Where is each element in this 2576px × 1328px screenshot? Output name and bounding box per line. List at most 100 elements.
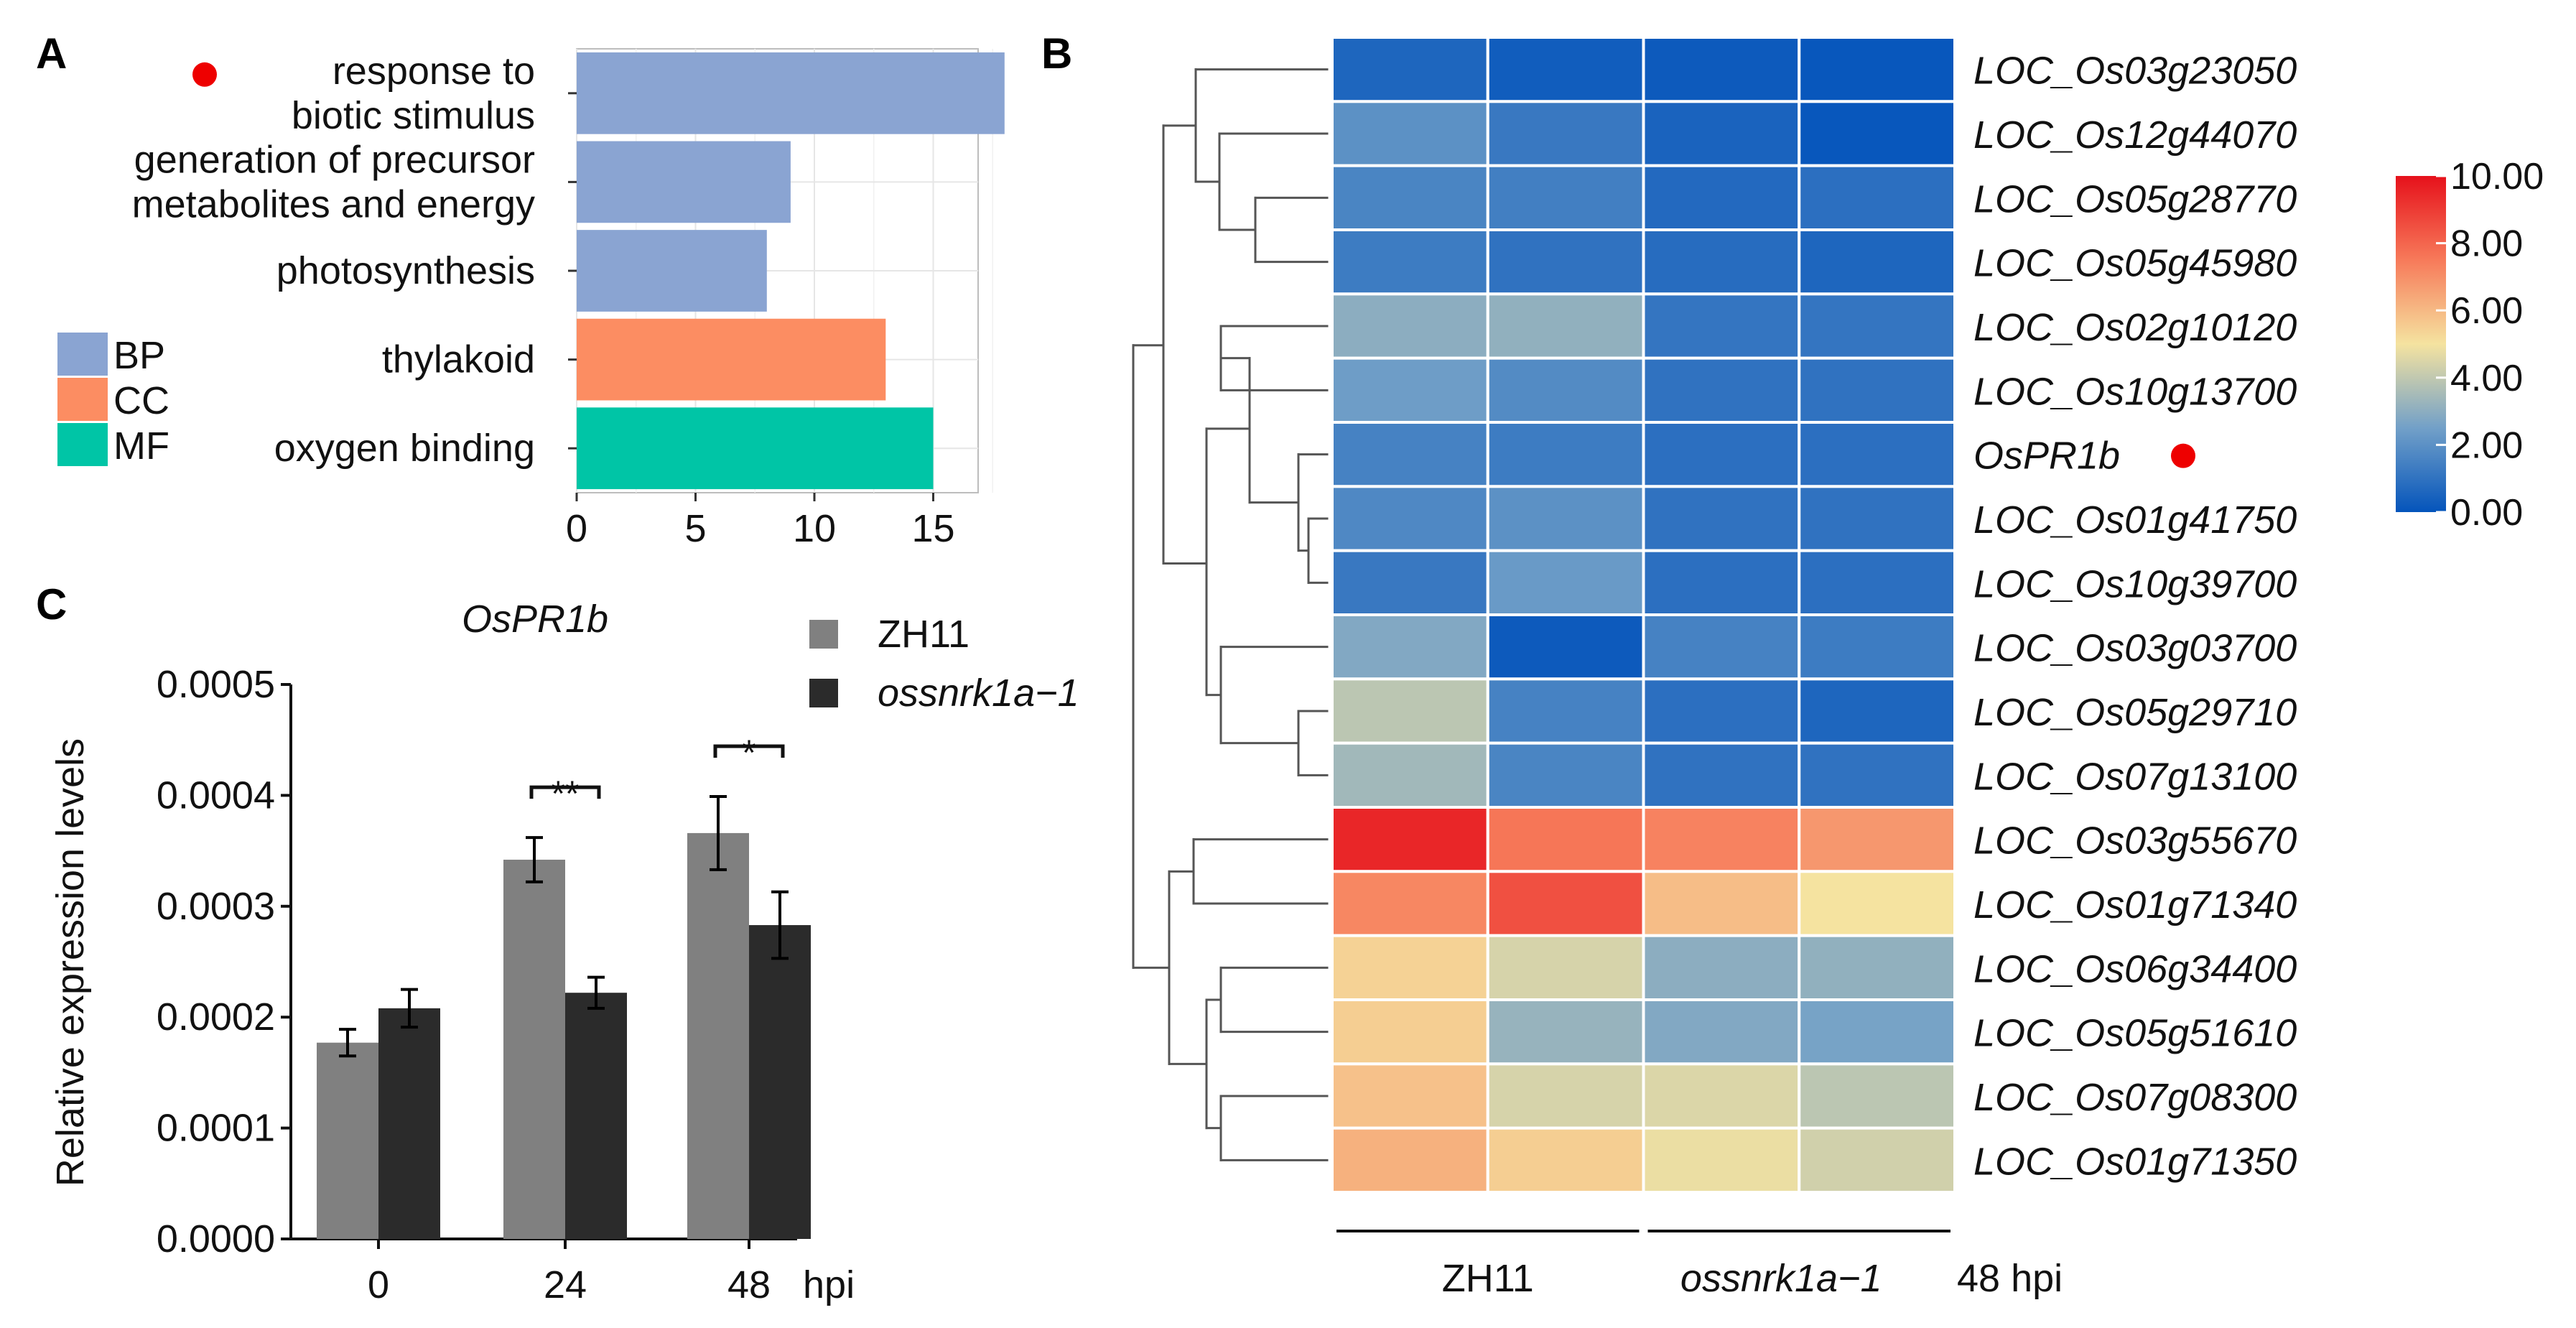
panel-c-bar: [565, 993, 627, 1239]
panel-c-ytick-label: 0.0002: [157, 995, 275, 1039]
panel-b-heatmap-cell: [1486, 100, 1645, 167]
panel-b-heatmap-cell: [1642, 164, 1801, 232]
panel-b-heatmap-cell: [1486, 485, 1645, 552]
panel-b-heatmap-cell: [1798, 613, 1956, 681]
panel-b-group-label: ZH11: [1442, 1257, 1534, 1300]
panel-b-heatmap-cell: [1331, 741, 1489, 809]
panel-b-heatmap-cell: [1642, 356, 1801, 424]
panel-b-row-label: LOC_Os05g45980: [1973, 242, 2297, 285]
panel-b-heatmap-cell: [1798, 998, 1956, 1066]
panel-c-bar: [749, 925, 811, 1239]
panel-b-row-label: LOC_Os05g29710: [1973, 691, 2297, 734]
panel-b-heatmap-cell: [1486, 164, 1645, 232]
panel-b-heatmap-cell: [1642, 485, 1801, 552]
panel-b-colorbar: [2396, 176, 2446, 512]
panel-c-ytick-label: 0.0004: [157, 774, 275, 817]
panel-a-category-label-line: response to: [333, 50, 535, 93]
panel-b-heatmap-cell: [1798, 100, 1956, 167]
panel-b-heatmap-cell: [1642, 613, 1801, 681]
panel-b-heatmap-cell: [1798, 421, 1956, 488]
panel-b-heatmap-cell: [1486, 934, 1645, 1001]
panel-b-row-label: LOC_Os07g13100: [1973, 755, 2297, 798]
panel-a-category-label: generation of precursor metabolites and e…: [132, 138, 535, 226]
panel-a-category-label-line: photosynthesis: [276, 249, 535, 292]
panel-b-heatmap-cell: [1331, 1126, 1489, 1194]
panel-a-legend-swatch: [57, 333, 108, 376]
panel-b-heatmap-cell: [1798, 1126, 1956, 1194]
panel-b-heatmap-cell: [1331, 100, 1489, 167]
panel-b-colorbar-tick-label: 0.00: [2450, 492, 2523, 534]
panel-b-row-label: LOC_Os01g71340: [1973, 883, 2297, 927]
panel-b-heatmap-cell: [1642, 677, 1801, 745]
panel-b-heatmap-cell: [1798, 677, 1956, 745]
panel-a-bar: [577, 52, 1005, 134]
panel-b-heatmap-cell: [1331, 998, 1489, 1066]
panel-a-xtick-label: 10: [793, 507, 836, 550]
panel-b-heatmap-cell: [1486, 613, 1645, 681]
panel-b-row-label: LOC_Os02g10120: [1973, 306, 2297, 349]
panel-b-row-label: LOC_Os07g08300: [1973, 1076, 2297, 1119]
panel-c-ytick-label: 0.0001: [157, 1107, 275, 1150]
panel-b-heatmap-cell: [1642, 806, 1801, 873]
panel-b-heatmap-cell: [1486, 356, 1645, 424]
panel-c-significance-bracket: [713, 744, 785, 758]
panel-b-row-label: LOC_Os05g28770: [1973, 177, 2297, 220]
panel-c-ytick-label: 0.0003: [157, 885, 275, 928]
panel-b-heatmap-cell: [1486, 677, 1645, 745]
panel-label-b: B: [1041, 29, 1072, 78]
panel-a-legend-label: BP: [113, 334, 165, 377]
panel-c-ylabel: Relative expression levels: [49, 738, 92, 1187]
panel-c-significance-bracket: [529, 785, 601, 799]
panel-b-colorbar-tick-label: 6.00: [2450, 290, 2523, 332]
panel-b-heatmap-cell: [1486, 292, 1645, 360]
panel-a-bar: [577, 230, 767, 312]
panel-b-heatmap-cell: [1642, 549, 1801, 617]
panel-a-category-label-line: generation of precursor: [134, 138, 535, 181]
panel-a-legend-swatch: [57, 423, 108, 466]
panel-b-heatmap-cell: [1331, 356, 1489, 424]
panel-b-heatmap-cell: [1798, 356, 1956, 424]
panel-b-heatmap-cell: [1331, 549, 1489, 617]
panel-a-xtick-label: 0: [566, 507, 587, 550]
panel-b-heatmap-cell: [1798, 549, 1956, 617]
panel-a-category-label: photosynthesis: [276, 249, 535, 292]
panel-b-heatmap-cell: [1642, 1126, 1801, 1194]
panel-a-category-label: thylakoid: [382, 338, 535, 381]
panel-b-heatmap-cell: [1331, 806, 1489, 873]
panel-b-heatmap-cell: [1331, 485, 1489, 552]
panel-c-bar: [687, 832, 749, 1239]
panel-a-xtick-label: 15: [911, 507, 954, 550]
panel-b-heatmap-cell: [1642, 998, 1801, 1066]
panel-b-heatmap-cell: [1486, 806, 1645, 873]
panel-b-heatmap-cell: [1798, 741, 1956, 809]
panel-b-row-label: LOC_Os01g41750: [1973, 498, 2297, 542]
panel-a-legend-swatch: [57, 378, 108, 421]
panel-a-category-label: oxygen binding: [274, 427, 535, 470]
panel-b-heatmap-cell: [1331, 164, 1489, 232]
panel-b-heatmap-cell: [1331, 934, 1489, 1001]
panel-b-heatmap-cell: [1798, 934, 1956, 1001]
panel-c-significance-label: **: [552, 774, 580, 814]
panel-b-heatmap-cell: [1331, 292, 1489, 360]
panel-c-xlabel: hpi: [803, 1263, 855, 1306]
panel-b-heatmap-cell: [1642, 741, 1801, 809]
panel-b-colorbar-tick-label: 10.00: [2450, 156, 2544, 198]
panel-b-group-label: ossnrk1a−1: [1680, 1257, 1882, 1300]
panel-b-heatmap-cell: [1486, 998, 1645, 1066]
panel-b-heatmap-cell: [1642, 36, 1801, 103]
panel-b-row-label: LOC_Os03g03700: [1973, 627, 2297, 670]
panel-b-highlight-dot: [2171, 443, 2195, 468]
panel-b-heatmap-cell: [1798, 228, 1956, 296]
panel-b-heatmap-cell: [1642, 292, 1801, 360]
panel-c-legend-swatch: [809, 679, 838, 707]
panel-c-bar: [378, 1008, 440, 1239]
panel-a-bar: [577, 318, 886, 401]
panel-b-heatmap-cell: [1486, 549, 1645, 617]
panel-b-heatmap-cell: [1486, 36, 1645, 103]
panel-label-a: A: [36, 29, 67, 78]
panel-b-heatmap-cell: [1642, 100, 1801, 167]
panel-b-heatmap-cell: [1798, 36, 1956, 103]
panel-a-category-label: response to biotic stimulus: [292, 50, 535, 137]
